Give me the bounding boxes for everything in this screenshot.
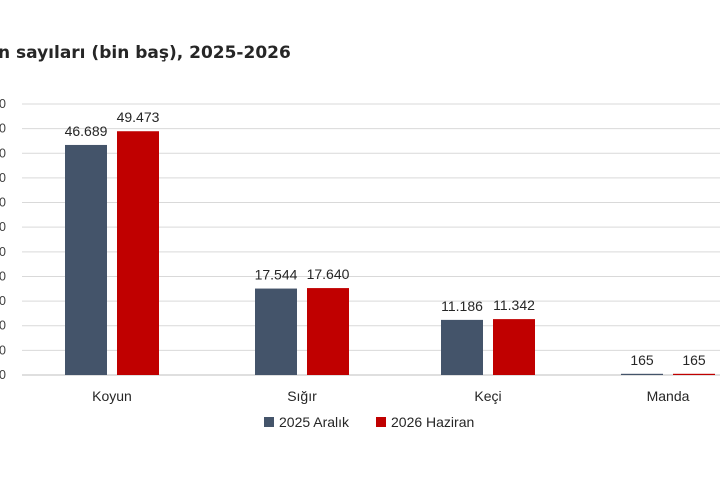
data-label: 49.473 xyxy=(117,109,160,125)
legend-swatch xyxy=(264,417,274,427)
data-label: 165 xyxy=(682,352,706,368)
data-label: 17.544 xyxy=(255,267,298,283)
category-label: Sığır xyxy=(287,388,317,404)
data-label: 165 xyxy=(630,352,654,368)
bar-series-2-keçi xyxy=(493,319,535,375)
bar-series-2-sığır xyxy=(307,288,349,375)
data-labels: 46.689 49.473 17.544 17.640 11.186 11.342 165 1… xyxy=(65,109,706,368)
category-label: Manda xyxy=(647,388,690,404)
y-tick-label: 0 xyxy=(0,245,6,259)
bar-series-1-sığır xyxy=(255,288,297,375)
legend-label: 2026 Haziran xyxy=(391,414,474,430)
bars xyxy=(65,131,715,375)
y-tick-label: 0 xyxy=(0,196,6,210)
category-label: Keçi xyxy=(474,388,501,404)
y-tick-label: 0 xyxy=(0,319,6,333)
bar-series-1-koyun xyxy=(65,144,107,375)
y-tick-label: 0 xyxy=(0,146,6,160)
bar-series-1-keçi xyxy=(441,319,483,375)
legend-swatch xyxy=(376,417,386,427)
y-tick-label: 0 xyxy=(0,122,6,136)
y-tick-label: 0 xyxy=(0,171,6,185)
data-label: 11.342 xyxy=(493,297,535,313)
data-label: 46.689 xyxy=(65,123,108,139)
data-label: 17.640 xyxy=(307,266,350,282)
y-tick-label: 0 xyxy=(0,269,6,283)
legend: 2025 Aralık 2026 Haziran xyxy=(264,414,474,430)
legend-label: 2025 Aralık xyxy=(279,414,350,430)
y-tick-label: 0 xyxy=(0,343,6,357)
bar-series-2-manda xyxy=(673,373,715,375)
category-labels: Koyun Sığır Keçi Manda xyxy=(92,388,689,404)
category-label: Koyun xyxy=(92,388,132,404)
y-tick-label: 0 xyxy=(0,220,6,234)
bar-series-1-manda xyxy=(621,373,663,375)
data-label: 11.186 xyxy=(441,298,483,314)
y-tick-label: 0 xyxy=(0,368,6,382)
y-tick-label: 0 xyxy=(0,294,6,308)
chart-title: n sayıları (bin baş), 2025-2026 xyxy=(0,43,291,63)
y-tick-label: 0 xyxy=(0,97,6,111)
y-axis-ticks: 0 0 0 0 0 0 0 0 0 0 0 0 xyxy=(0,97,6,382)
bar-series-2-koyun xyxy=(117,131,159,375)
